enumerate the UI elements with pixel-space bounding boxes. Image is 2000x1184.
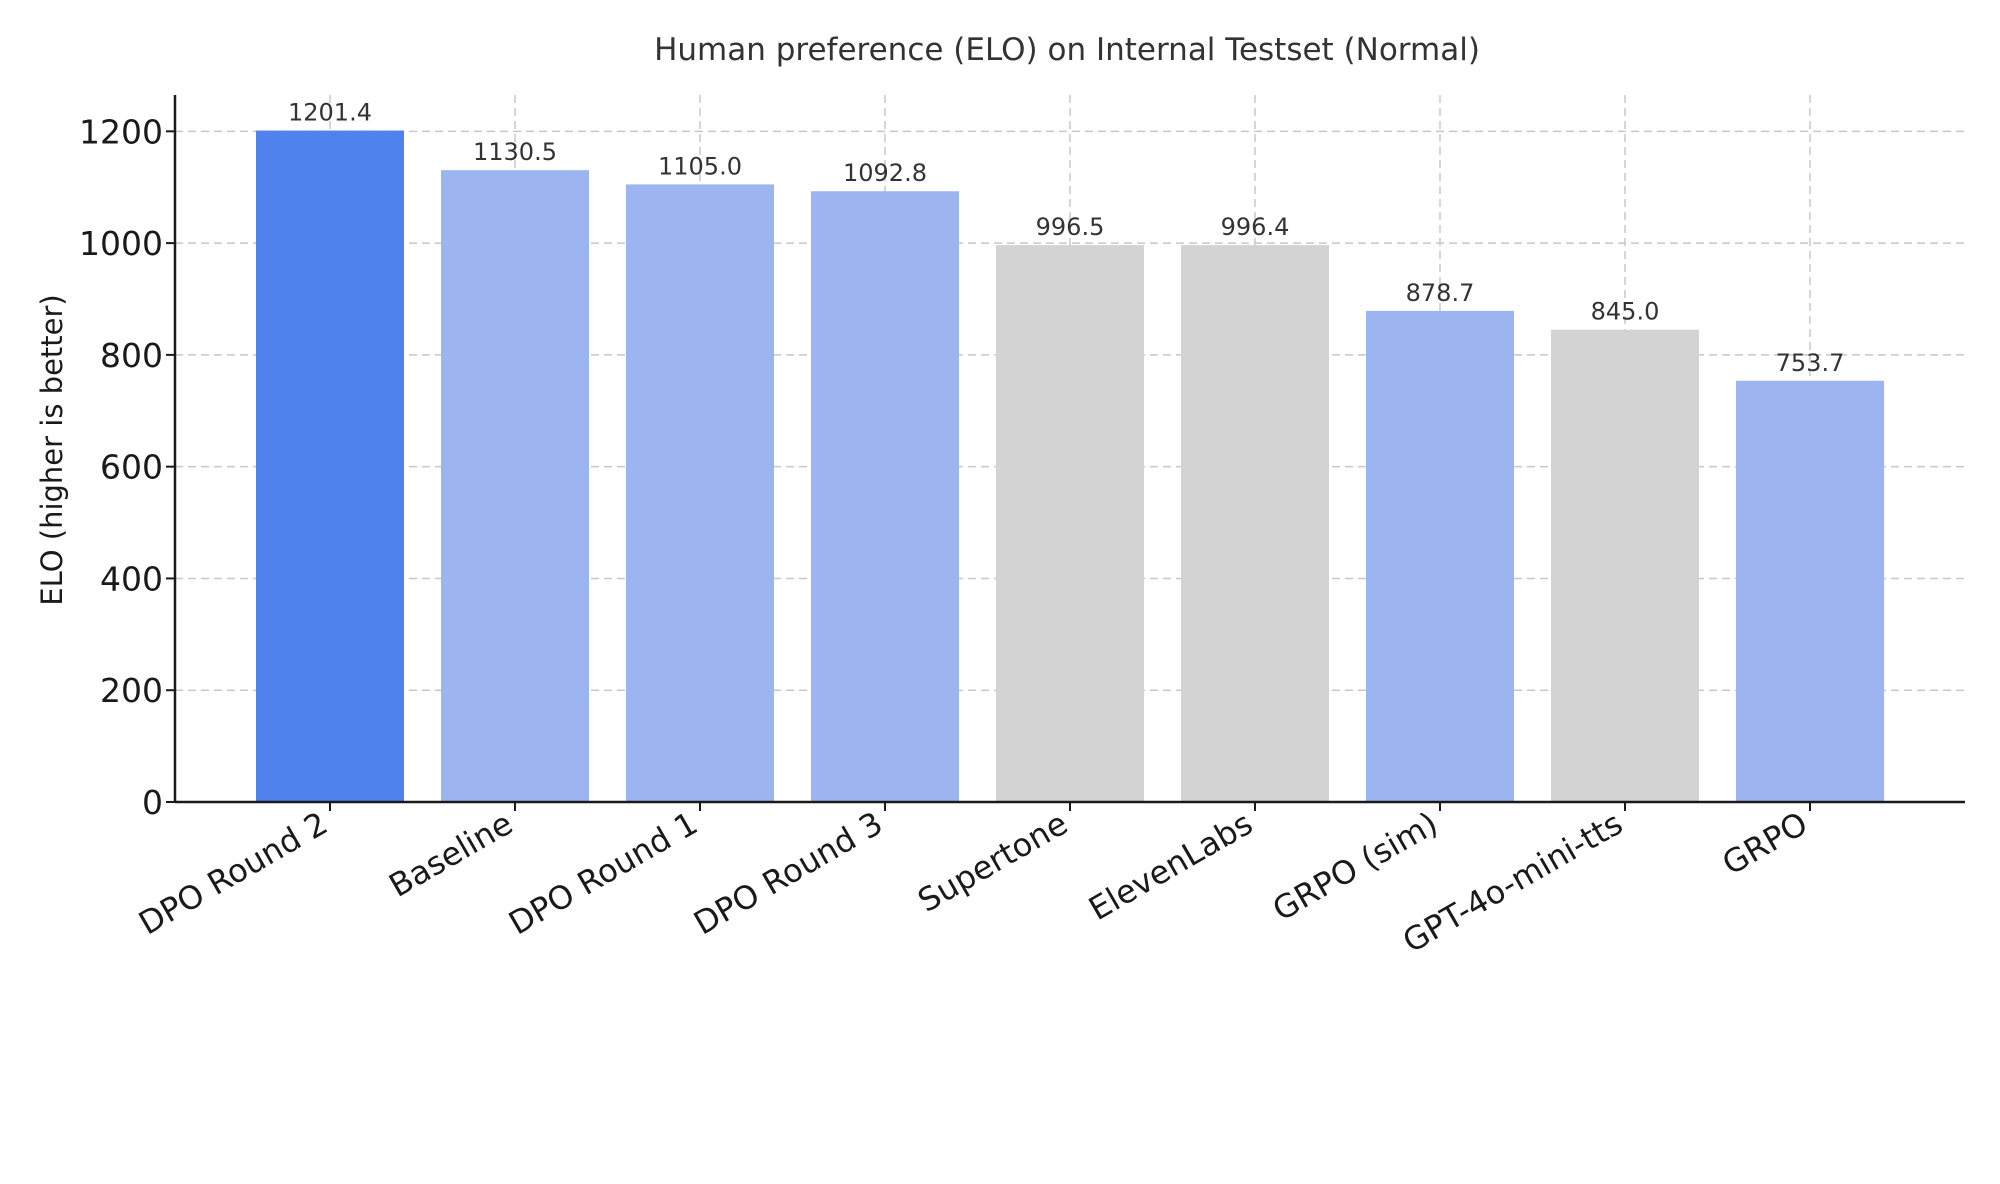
y-tick-label: 1000 — [79, 224, 163, 263]
bar — [1366, 310, 1514, 802]
x-tick-label: DPO Round 2 — [132, 804, 334, 942]
y-tick-label: 200 — [100, 671, 163, 710]
bar-value-label: 845.0 — [1591, 298, 1660, 326]
bar-value-label: 753.7 — [1776, 349, 1845, 377]
x-tick-label: DPO Round 1 — [502, 804, 704, 942]
bar-value-label: 996.4 — [1221, 213, 1290, 241]
x-tick-label: GRPO (sim) — [1266, 804, 1444, 929]
bar — [1181, 245, 1329, 803]
x-tick-label: DPO Round 3 — [687, 804, 889, 942]
bar — [811, 191, 959, 802]
y-tick-label: 600 — [100, 448, 163, 487]
y-tick-label: 0 — [142, 783, 163, 822]
x-tick-label: GRPO — [1716, 804, 1814, 883]
chart-title: Human preference (ELO) on Internal Tests… — [654, 32, 1480, 68]
x-tick-label: ElevenLabs — [1082, 804, 1259, 928]
y-tick-label: 1200 — [79, 112, 163, 151]
bar-value-label: 878.7 — [1406, 279, 1475, 307]
bar-value-label: 1105.0 — [658, 152, 742, 180]
bar — [1736, 380, 1884, 802]
x-tick-label: Supertone — [911, 804, 1074, 920]
bar — [441, 170, 589, 802]
bar-value-label: 1092.8 — [843, 159, 927, 187]
bars — [256, 130, 1884, 803]
y-tick-label: 400 — [100, 559, 163, 598]
bar-value-label: 1130.5 — [473, 138, 557, 166]
y-axis-label: ELO (higher is better) — [35, 294, 69, 605]
bar-value-label: 996.5 — [1036, 213, 1105, 241]
bar — [996, 245, 1144, 802]
bar — [1551, 329, 1699, 802]
x-tick-label: Baseline — [383, 804, 519, 905]
axes — [166, 95, 1965, 811]
bar-value-label: 1201.4 — [288, 99, 372, 127]
y-tick-label: 800 — [100, 336, 163, 375]
bar — [626, 184, 774, 803]
bar — [256, 130, 404, 803]
